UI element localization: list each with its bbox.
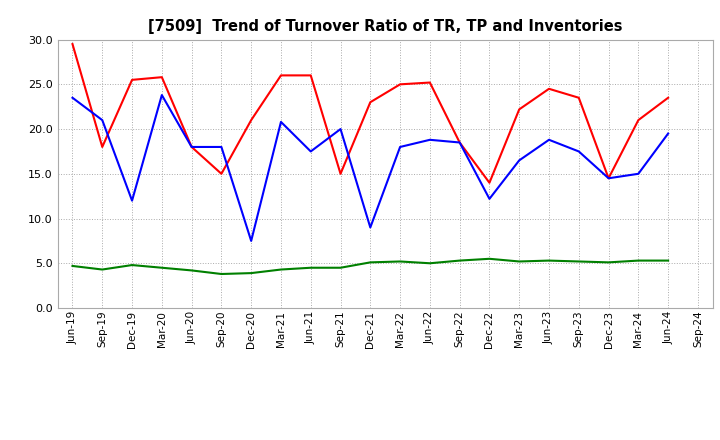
Trade Payables	[575, 149, 583, 154]
Trade Receivables	[545, 86, 554, 92]
Trade Payables	[158, 92, 166, 98]
Trade Payables	[127, 198, 136, 203]
Inventories	[485, 256, 494, 261]
Inventories	[515, 259, 523, 264]
Inventories	[604, 260, 613, 265]
Trade Payables	[68, 95, 77, 100]
Inventories	[276, 267, 285, 272]
Inventories	[634, 258, 643, 263]
Inventories	[247, 271, 256, 276]
Trade Receivables	[575, 95, 583, 100]
Trade Receivables	[515, 107, 523, 112]
Title: [7509]  Trend of Turnover Ratio of TR, TP and Inventories: [7509] Trend of Turnover Ratio of TR, TP…	[148, 19, 623, 34]
Trade Payables	[98, 117, 107, 123]
Trade Payables	[396, 144, 405, 150]
Trade Receivables	[187, 144, 196, 150]
Trade Payables	[276, 119, 285, 125]
Trade Payables	[664, 131, 672, 136]
Trade Payables	[455, 140, 464, 145]
Trade Payables	[187, 144, 196, 150]
Inventories	[455, 258, 464, 263]
Inventories	[187, 268, 196, 273]
Trade Receivables	[426, 80, 434, 85]
Trade Payables	[515, 158, 523, 163]
Inventories	[664, 258, 672, 263]
Trade Receivables	[127, 77, 136, 82]
Trade Receivables	[455, 140, 464, 145]
Trade Receivables	[247, 117, 256, 123]
Trade Receivables	[98, 144, 107, 150]
Inventories	[98, 267, 107, 272]
Trade Payables	[247, 238, 256, 244]
Trade Receivables	[366, 99, 374, 105]
Inventories	[366, 260, 374, 265]
Trade Payables	[545, 137, 554, 143]
Trade Payables	[426, 137, 434, 143]
Trade Payables	[336, 126, 345, 132]
Inventories	[575, 259, 583, 264]
Inventories	[545, 258, 554, 263]
Trade Receivables	[307, 73, 315, 78]
Inventories	[336, 265, 345, 270]
Inventories	[158, 265, 166, 270]
Trade Receivables	[158, 74, 166, 80]
Trade Payables	[307, 149, 315, 154]
Trade Receivables	[276, 73, 285, 78]
Trade Receivables	[396, 82, 405, 87]
Inventories	[426, 260, 434, 266]
Inventories	[217, 271, 226, 277]
Inventories	[396, 259, 405, 264]
Trade Receivables	[604, 176, 613, 181]
Inventories	[68, 263, 77, 268]
Trade Payables	[366, 225, 374, 230]
Trade Payables	[634, 171, 643, 176]
Trade Payables	[604, 176, 613, 181]
Line: Trade Payables: Trade Payables	[73, 95, 668, 241]
Trade Receivables	[664, 95, 672, 100]
Inventories	[307, 265, 315, 270]
Line: Inventories: Inventories	[73, 259, 668, 274]
Trade Receivables	[217, 171, 226, 176]
Trade Receivables	[336, 171, 345, 176]
Inventories	[127, 262, 136, 268]
Trade Receivables	[68, 41, 77, 47]
Trade Receivables	[485, 180, 494, 185]
Trade Payables	[217, 144, 226, 150]
Trade Payables	[485, 196, 494, 202]
Trade Receivables	[634, 117, 643, 123]
Line: Trade Receivables: Trade Receivables	[73, 44, 668, 183]
